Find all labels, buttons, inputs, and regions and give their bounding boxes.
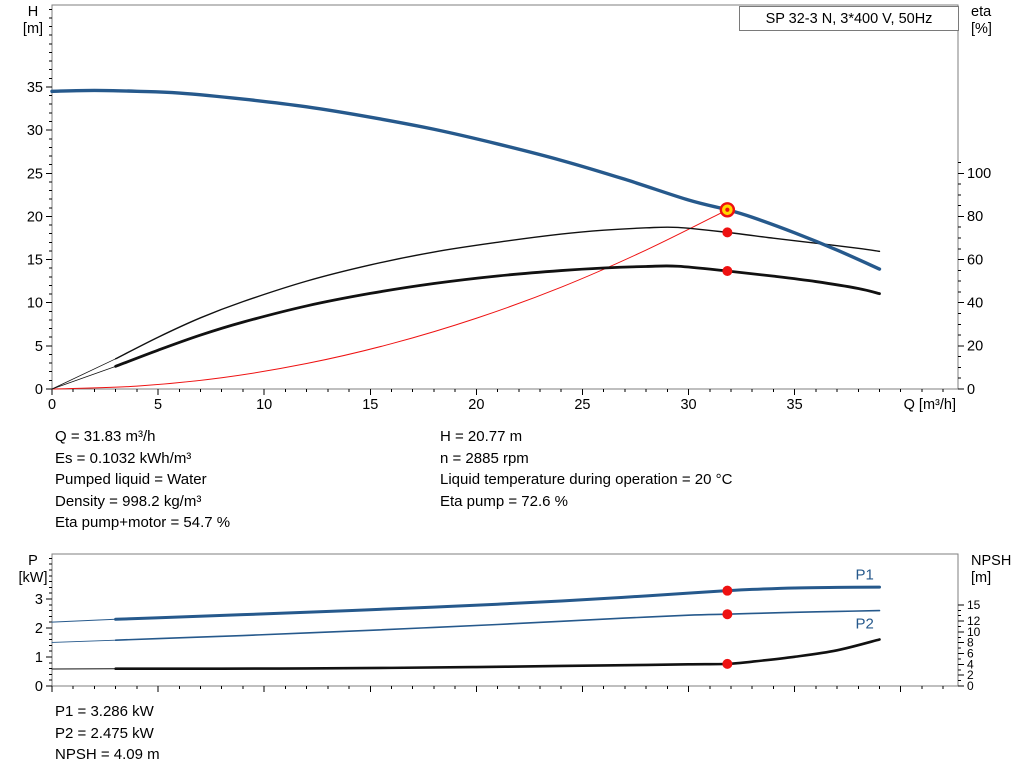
- svg-text:[kW]: [kW]: [19, 570, 48, 586]
- eta-pump-motor-lead-line: [51, 365, 117, 390]
- info-line-pumped-liquid: Pumped liquid = Water: [55, 471, 207, 488]
- svg-text:20: 20: [468, 397, 484, 413]
- svg-text:1: 1: [35, 650, 43, 666]
- p2-curve-label: P2: [855, 616, 873, 633]
- svg-text:[m]: [m]: [23, 21, 43, 37]
- svg-text:0: 0: [48, 397, 56, 413]
- p1-point-marker: [722, 585, 733, 596]
- system-curve: [51, 209, 728, 390]
- info-line-density: Density = 998.2 kg/m³: [55, 492, 202, 510]
- svg-text:5: 5: [154, 397, 162, 413]
- svg-text:20: 20: [967, 339, 983, 355]
- svg-text:25: 25: [27, 166, 43, 182]
- svg-text:20: 20: [27, 209, 43, 225]
- info-line-eta-pump: Eta pump = 72.6 %: [440, 492, 568, 510]
- svg-text:60: 60: [967, 252, 983, 268]
- svg-text:H: H: [28, 4, 38, 20]
- svg-text:eta: eta: [971, 4, 992, 20]
- info-line-p2: P2 = 2.475 kW: [55, 724, 154, 742]
- svg-text:100: 100: [967, 166, 991, 182]
- svg-text:10: 10: [27, 296, 43, 312]
- svg-text:3: 3: [35, 592, 43, 608]
- svg-text:[m]: [m]: [971, 570, 991, 586]
- svg-text:30: 30: [680, 397, 696, 413]
- info-line-p1: P1 = 3.286 kW: [55, 703, 154, 720]
- svg-text:12: 12: [967, 614, 981, 628]
- p1-lead-line: [51, 618, 117, 623]
- svg-text:10: 10: [967, 625, 981, 639]
- svg-text:0: 0: [35, 679, 43, 695]
- svg-text:15: 15: [27, 253, 43, 269]
- svg-text:4: 4: [967, 657, 974, 671]
- info-line-eta-pump-motor: Eta pump+motor = 54.7 %: [55, 514, 231, 531]
- svg-text:0: 0: [967, 382, 975, 398]
- svg-text:25: 25: [574, 397, 590, 413]
- info-line-q: Q = 31.83 m³/h: [55, 428, 156, 445]
- svg-text:2: 2: [967, 668, 974, 682]
- svg-text:15: 15: [362, 397, 378, 413]
- svg-text:15: 15: [967, 598, 981, 612]
- operating-data-right: H = 20.77 m n = 2885 rpm Liquid temperat…: [440, 426, 732, 512]
- svg-text:35: 35: [27, 80, 43, 96]
- duty-point-marker-center: [725, 207, 730, 212]
- svg-text:0: 0: [35, 382, 43, 398]
- info-line-liquid-temp: Liquid temperature during operation = 20…: [440, 471, 733, 488]
- eta-pump-curve: [114, 226, 881, 360]
- svg-text:80: 80: [967, 209, 983, 225]
- info-line-n: n = 2885 rpm: [440, 449, 529, 467]
- eta-pump-point-marker: [722, 227, 733, 238]
- p2-point-marker: [722, 609, 733, 620]
- svg-text:[%]: [%]: [971, 21, 992, 37]
- svg-text:8: 8: [967, 636, 974, 650]
- p2-curve: [114, 609, 881, 641]
- svg-text:Q [m³/h]: Q [m³/h]: [904, 397, 956, 413]
- svg-text:P: P: [28, 553, 38, 569]
- svg-text:40: 40: [967, 295, 983, 311]
- operating-data-left: Q = 31.83 m³/h Es = 0.1032 kWh/m³ Pumped…: [55, 426, 230, 534]
- power-npsh-data: P1 = 3.286 kW P2 = 2.475 kW NPSH = 4.09 …: [55, 701, 160, 766]
- info-line-es: Es = 0.1032 kWh/m³: [55, 449, 192, 467]
- svg-text:5: 5: [35, 339, 43, 355]
- eta-pump-lead-line: [51, 358, 117, 390]
- svg-text:30: 30: [27, 123, 43, 139]
- p1-curve-label: P1: [855, 566, 873, 583]
- svg-text:2: 2: [35, 621, 43, 637]
- info-line-h: H = 20.77 m: [440, 428, 523, 445]
- p2-lead-line: [51, 639, 117, 643]
- head-curve: [50, 88, 882, 271]
- eta-pump-motor-point-marker: [722, 265, 733, 276]
- npsh-curve: [114, 638, 881, 671]
- npsh-point-marker: [722, 658, 733, 669]
- svg-text:NPSH: NPSH: [971, 553, 1011, 569]
- svg-text:0: 0: [967, 679, 974, 693]
- eta-pump-motor-curve: [114, 264, 881, 368]
- pump-title: SP 32-3 N, 3*400 V, 50Hz: [765, 10, 933, 27]
- svg-text:35: 35: [787, 397, 803, 413]
- info-line-npsh: NPSH = 4.09 m: [55, 746, 160, 763]
- p1-curve: [114, 585, 881, 621]
- svg-text:6: 6: [967, 647, 974, 661]
- pump-title-box: SP 32-3 N, 3*400 V, 50Hz: [739, 6, 959, 31]
- svg-text:10: 10: [256, 397, 272, 413]
